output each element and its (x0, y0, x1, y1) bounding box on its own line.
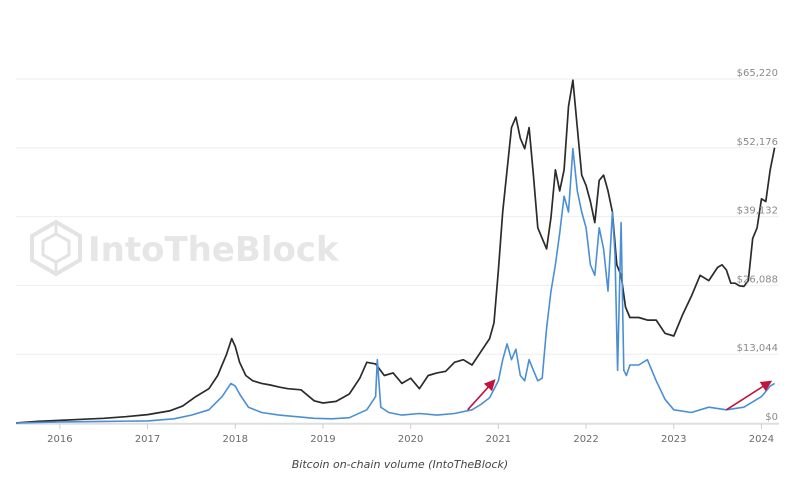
chart-caption: Bitcoin on-chain volume (IntoTheBlock) (291, 458, 509, 471)
x-tick-label: 2022 (573, 434, 598, 445)
gridlines (16, 78, 779, 424)
x-tick-label: 2020 (398, 434, 423, 445)
y-axis-labels: $65,220 $52,176 $39,132 $26,088 $13,044 $0 (737, 68, 778, 423)
arrow-annotation (467, 379, 496, 411)
y-tick-label: $52,176 (737, 137, 778, 148)
annotations (467, 379, 773, 411)
watermark: IntoTheBlock (30, 219, 340, 277)
y-tick-label: $0 (765, 412, 778, 423)
x-tick-label: 2023 (661, 434, 686, 445)
y-tick-label: $13,044 (737, 343, 778, 354)
series-layer (15, 79, 776, 424)
x-tick-label: 2019 (310, 434, 335, 445)
x-tick-label: 2024 (749, 434, 774, 445)
y-tick-label: $65,220 (737, 68, 778, 79)
intotheblock-logo-icon (30, 219, 82, 277)
x-axis: 2016 2017 2018 2019 2020 2021 2022 2023 2024 (16, 423, 779, 445)
y-tick-label: $39,132 (737, 206, 778, 217)
volume-line (15, 147, 776, 424)
x-tick-label: 2016 (47, 434, 72, 445)
x-tick-label: 2018 (223, 434, 248, 445)
price-line (15, 79, 776, 424)
x-tick-label: 2017 (135, 434, 160, 445)
arrow-annotation (725, 380, 773, 411)
watermark-text: IntoTheBlock (88, 230, 340, 270)
x-tick-label: 2021 (486, 434, 511, 445)
y-tick-label: $26,088 (737, 274, 778, 285)
